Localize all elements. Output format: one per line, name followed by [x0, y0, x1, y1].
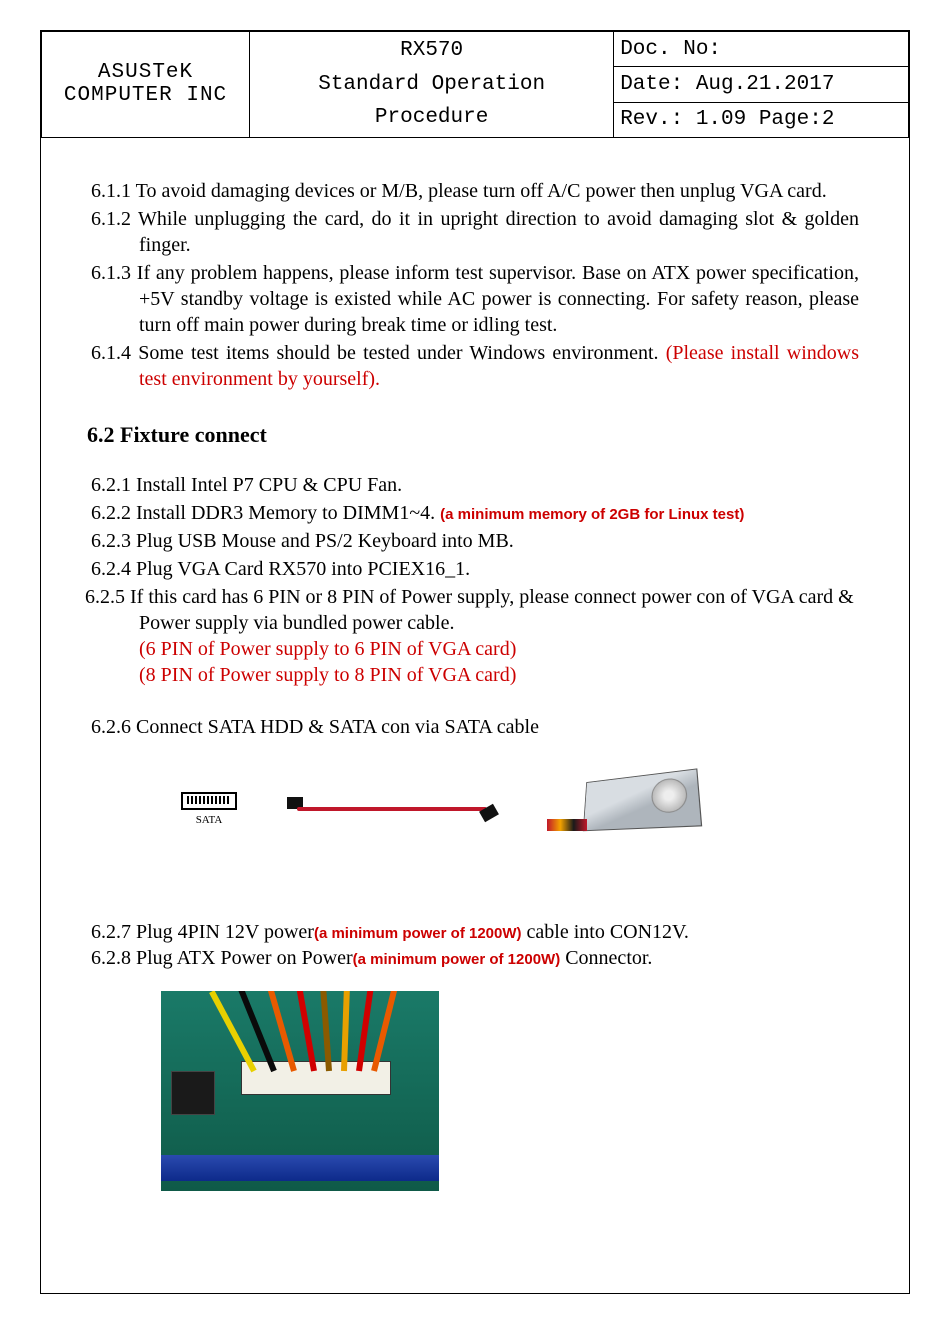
header-product: RX570 [400, 39, 463, 62]
header-rev: Rev.: 1.09 Page:2 [614, 102, 909, 137]
sata-label: SATA [181, 814, 237, 826]
item-6-2-7: 6.2.7 Plug 4PIN 12V power(a minimum powe… [91, 919, 869, 945]
sata-connector-icon: SATA [181, 792, 237, 826]
mobo-wires [211, 991, 411, 1067]
item-6-2-2: 6.2.2 Install DDR3 Memory to DIMM1~4. (a… [91, 500, 869, 526]
item-6-1-3: 6.1.3 If any problem happens, please inf… [91, 260, 859, 338]
item-6-2-2-red: (a minimum memory of 2GB for Linux test) [440, 506, 744, 523]
item-6-1-1: 6.1.1 To avoid damaging devices or M/B, … [91, 178, 859, 204]
hdd-wires [547, 819, 587, 831]
wire-6 [341, 991, 350, 1071]
item-6-2-7-red: (a minimum power of 1200W) [314, 925, 522, 942]
hdd-platter [651, 776, 688, 813]
item-6-2-4: 6.2.4 Plug VGA Card RX570 into PCIEX16_1… [91, 556, 869, 582]
sata-connector-box [181, 792, 237, 810]
section-6-2-title: 6.2 Fixture connect [87, 422, 889, 448]
mobo-dimm-slot [161, 1155, 439, 1181]
wire-8 [371, 991, 399, 1072]
wire-7 [356, 991, 374, 1071]
item-6-2-6: 6.2.6 Connect SATA HDD & SATA con via SA… [91, 716, 889, 739]
page-border: ASUSTeK COMPUTER INC RX570 Standard Oper… [40, 30, 910, 1294]
motherboard-image [161, 991, 439, 1191]
header-docno: Doc. No: [614, 32, 909, 67]
item-6-2-1: 6.2.1 Install Intel P7 CPU & CPU Fan. [91, 472, 869, 498]
wire-4 [295, 991, 317, 1072]
item-6-2-5-red1: (6 PIN of Power supply to 6 PIN of VGA c… [139, 636, 889, 662]
item-6-2-8-c: Connector. [560, 947, 652, 969]
item-6-2-5: 6.2.5 If this card has 6 PIN or 8 PIN of… [85, 584, 869, 636]
item-6-1-4: 6.1.4 Some test items should be tested u… [91, 340, 859, 392]
item-6-1-4-text: 6.1.4 Some test items should be tested u… [91, 342, 666, 364]
item-6-2-8-a: 6.2.8 Plug ATX Power on Power [91, 947, 353, 969]
item-6-2-7-a: 6.2.7 Plug 4PIN 12V power [91, 921, 314, 943]
item-6-2-8-red: (a minimum power of 1200W) [353, 951, 561, 968]
sata-cable-icon [287, 789, 497, 829]
sata-diagram-row: SATA [181, 769, 889, 849]
item-6-1-2: 6.1.2 While unplugging the card, do it i… [91, 206, 859, 258]
header-table: ASUSTeK COMPUTER INC RX570 Standard Oper… [41, 31, 909, 138]
wire-5 [320, 991, 332, 1071]
item-6-2-8: 6.2.8 Plug ATX Power on Power(a minimum … [91, 945, 869, 971]
header-subtitle: Standard Operation Procedure [318, 73, 545, 130]
header-company: ASUSTeK COMPUTER INC [42, 32, 250, 138]
item-6-2-7-c: cable into CON12V. [522, 921, 689, 943]
mobo-chip [171, 1071, 215, 1115]
item-6-2-5-red2: (8 PIN of Power supply to 8 PIN of VGA c… [139, 662, 889, 688]
hdd-icon [547, 769, 707, 849]
sata-cable-line [297, 807, 487, 811]
header-title: RX570 Standard Operation Procedure [250, 32, 614, 138]
hdd-body [583, 768, 702, 831]
item-6-2-3: 6.2.3 Plug USB Mouse and PS/2 Keyboard i… [91, 528, 869, 554]
header-date: Date: Aug.21.2017 [614, 67, 909, 102]
content: 6.1.1 To avoid damaging devices or M/B, … [41, 138, 909, 1211]
item-6-2-2-text: 6.2.2 Install DDR3 Memory to DIMM1~4. [91, 502, 440, 524]
